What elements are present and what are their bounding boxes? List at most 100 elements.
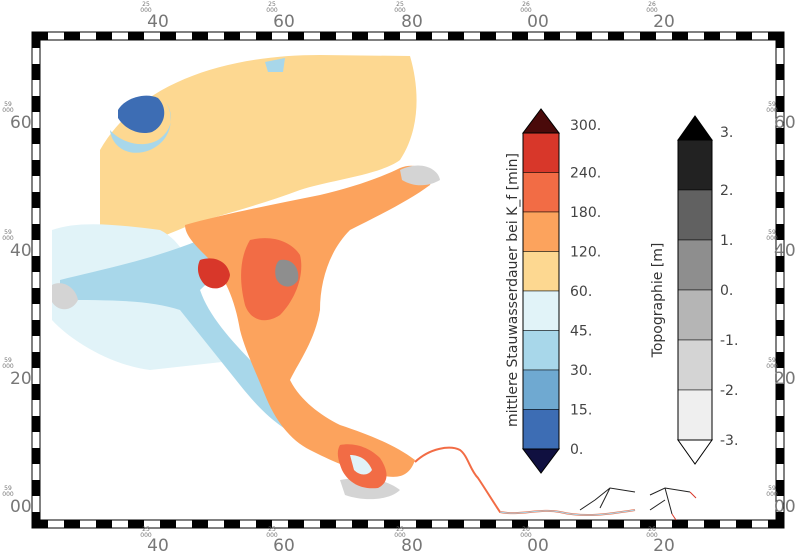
outer-border — [31, 31, 785, 529]
frame-check-right — [776, 192, 784, 208]
frame-check-top — [704, 32, 720, 40]
frame-check-left — [32, 512, 40, 528]
frame-check-bottom — [160, 520, 176, 528]
y-tick-small-label: 59 — [768, 229, 776, 236]
x-tick-label: 60 — [273, 12, 295, 32]
colorbar-label: 3. — [720, 125, 733, 141]
colorbar-cap-bottom — [677, 439, 713, 465]
frame-check-left — [32, 32, 40, 48]
frame-check-bottom — [192, 520, 208, 528]
frame-check-bottom — [544, 520, 560, 528]
x-tick-small-label: 000 — [140, 7, 152, 14]
frame-check-left — [32, 96, 40, 112]
x-tick-small-label: 25 — [396, 526, 404, 533]
frame-check-left — [32, 320, 40, 336]
frame-check-bottom — [288, 520, 304, 528]
colorbar-title: Topographie [m] — [650, 243, 666, 359]
colorbar-label: 120. — [570, 245, 601, 261]
frame-check-bottom — [128, 520, 144, 528]
colorbar-label: 30. — [570, 363, 592, 379]
colorbar-cap-top — [677, 115, 713, 141]
colorbar-segment — [522, 369, 560, 410]
frame-check-bottom — [736, 520, 752, 528]
frame-check-left — [32, 448, 40, 464]
river-trace-blue — [499, 509, 636, 516]
y-tick-small-label: 59 — [4, 357, 12, 364]
frame-check-bottom — [256, 520, 272, 528]
x-tick-label: 20 — [653, 536, 675, 556]
x-tick-small-label: 000 — [394, 7, 406, 14]
frame-check-top — [320, 32, 336, 40]
frame-check-right — [776, 256, 784, 272]
colorbar-label: 0. — [570, 442, 583, 458]
colorbar-segment — [677, 239, 713, 291]
frame-check-top — [448, 32, 464, 40]
y-tick-small-label: 000 — [2, 235, 14, 242]
y-tick-small-label: 000 — [2, 363, 14, 370]
x-tick-label: 40 — [147, 536, 169, 556]
x-tick-small-label: 25 — [142, 526, 150, 533]
x-tick-label: 20 — [653, 12, 675, 32]
x-tick-label: 60 — [273, 536, 295, 556]
y-tick-label: 20 — [10, 369, 32, 389]
frame-check-right — [776, 288, 784, 304]
frame-check-right — [776, 128, 784, 144]
y-tick-small-label: 000 — [766, 363, 778, 370]
frame-check-left — [32, 352, 40, 368]
x-tick-small-label: 25 — [268, 526, 276, 533]
colorbar-label: 180. — [570, 205, 601, 221]
colorbar-cap-bottom — [522, 448, 560, 474]
colorbar-segment — [677, 389, 713, 441]
land-red-accents — [241, 238, 302, 321]
colorbar-label: 45. — [570, 324, 592, 340]
colorbar-outline — [677, 139, 713, 441]
frame-check-bottom — [352, 520, 368, 528]
frame-check-right — [776, 160, 784, 176]
frame-check-right — [776, 416, 784, 432]
y-tick-label: 20 — [774, 369, 796, 389]
colorbar-label: 0. — [720, 283, 733, 299]
frame-check-top — [576, 32, 592, 40]
x-tick-small-label: 000 — [266, 532, 278, 539]
x-tick-small-label: 25 — [396, 1, 404, 8]
y-tick-label: 60 — [10, 113, 32, 133]
frame-check-right — [776, 384, 784, 400]
estuary-map — [52, 55, 697, 521]
frame-check-top — [160, 32, 176, 40]
topo-gray-1 — [275, 259, 299, 287]
y-tick-small-label: 59 — [4, 485, 12, 492]
y-tick-small-label: 000 — [2, 107, 14, 114]
y-tick-small-label: 000 — [766, 107, 778, 114]
x-tick-small-label: 000 — [646, 532, 658, 539]
frame-check-left — [32, 256, 40, 272]
frame-check-left — [32, 480, 40, 496]
x-tick-small-label: 26 — [522, 526, 530, 533]
x-tick-small-label: 000 — [140, 532, 152, 539]
colorbar-segment — [522, 290, 560, 331]
frame-check-right — [776, 352, 784, 368]
frame-check-left — [32, 224, 40, 240]
colorbar-segment — [522, 132, 560, 173]
deep-water-pool — [118, 95, 165, 134]
lower-estuary-channel — [350, 455, 372, 475]
colorbar-segment — [677, 189, 713, 241]
frame-check-top — [544, 32, 560, 40]
y-tick-small-label: 59 — [768, 357, 776, 364]
colorbar-title: mittlere Stauwasserdauer bei K_f [min] — [505, 153, 521, 427]
colorbar-segment — [677, 289, 713, 341]
frame-check-top — [416, 32, 432, 40]
x-tick-label: 00 — [527, 12, 549, 32]
x-tick-label: 80 — [401, 12, 423, 32]
frame-check-left — [32, 160, 40, 176]
frame-check-bottom — [64, 520, 80, 528]
frame-check-bottom — [320, 520, 336, 528]
colorbar-segment — [522, 172, 560, 213]
x-tick-small-label: 000 — [266, 7, 278, 14]
x-tick-label: 40 — [147, 12, 169, 32]
y-tick-small-label: 59 — [4, 101, 12, 108]
frame-check-top — [352, 32, 368, 40]
x-tick-small-label: 000 — [646, 7, 658, 14]
